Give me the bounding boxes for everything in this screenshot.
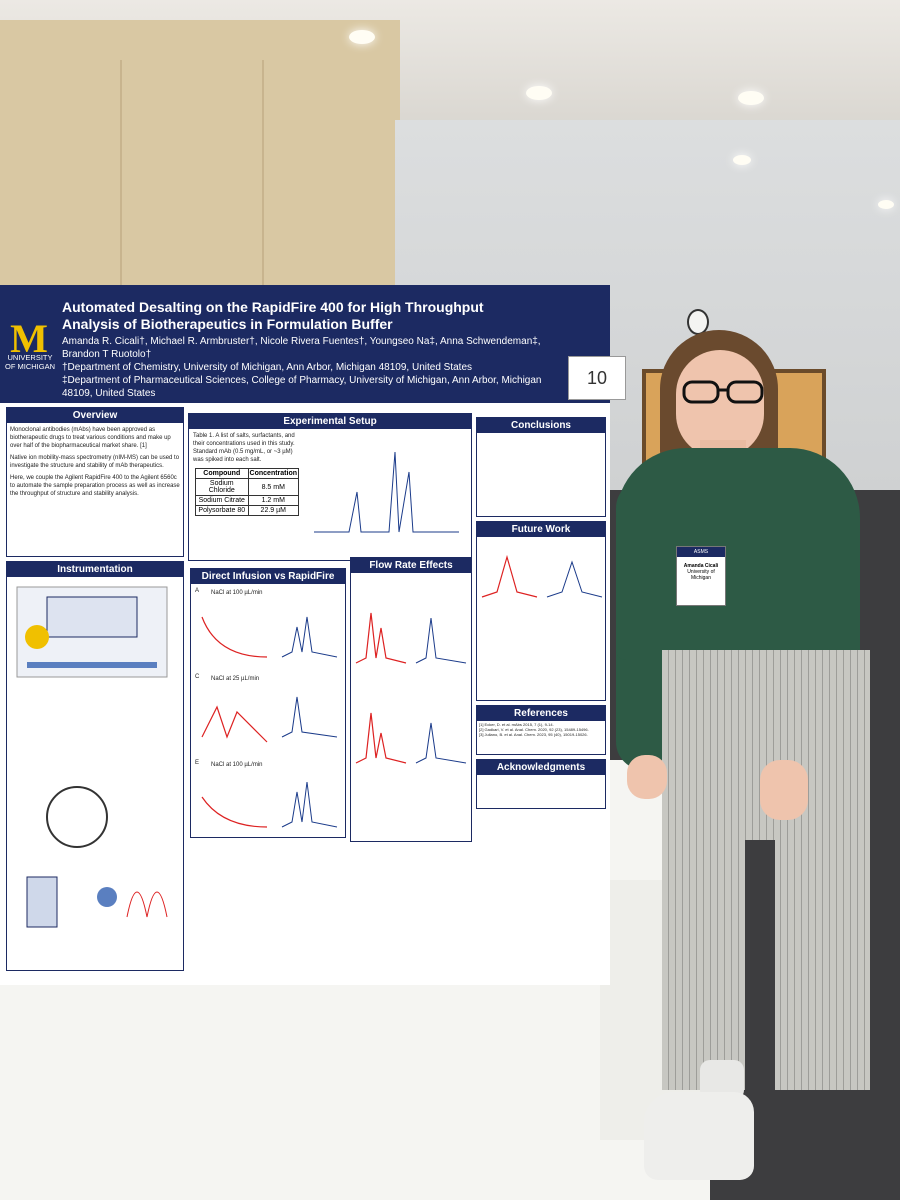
flow-rate-box: Flow Rate Effects (350, 557, 472, 842)
panel-label-a: A (195, 588, 200, 594)
future-work-plot (481, 554, 603, 598)
table-cell: 8.5 mM (247, 478, 300, 496)
poster-header: M UNIVERSITY OF MICHIGAN Automated Desal… (0, 285, 610, 403)
plot-title: NaCl at 100 µL/min (211, 590, 263, 596)
table-cell: 1.2 mM (247, 495, 300, 506)
university-logo: M (10, 316, 48, 361)
poster-title: Automated Desalting on the RapidFire 400… (62, 299, 484, 332)
wall-panel-seam (262, 60, 264, 350)
experimental-setup-box: Experimental Setup Table 1. A list of sa… (188, 413, 472, 561)
name-badge: ASMS Amanda Cicali University of Michiga… (676, 546, 726, 606)
affiliation-pharmacy: ‡Department of Pharmaceutical Sciences, … (62, 375, 542, 399)
overview-text: Monoclonal antibodies (mAbs) have been a… (7, 423, 183, 501)
reference-item: [3] Juliano, B. et al. Anal. Chem. 2023,… (479, 732, 588, 737)
table-row: Compound Concentration (195, 468, 300, 479)
overview-bullet: Monoclonal antibodies (mAbs) have been a… (10, 427, 171, 449)
left-hand (627, 755, 667, 799)
conclusions-heading: Conclusions (477, 418, 605, 433)
leg-gap (745, 840, 775, 1090)
badge-name: Amanda Cicali (683, 563, 719, 569)
references-heading: References (477, 706, 605, 721)
references-box: References [1] Ecker, D. et al. mAbs 201… (476, 705, 606, 755)
table-cell: 22.9 µM (247, 505, 300, 516)
future-work-box: Future Work (476, 521, 606, 701)
experimental-setup-heading: Experimental Setup (189, 414, 471, 429)
ceiling-light (738, 91, 764, 105)
panel-label-c: C (195, 674, 200, 680)
table1-caption: Table 1. A list of salts, surfactants, a… (193, 433, 295, 463)
table-row: Polysorbate 80 22.9 µM (195, 505, 300, 516)
ceiling-light (733, 155, 751, 165)
ceiling-light (878, 200, 894, 209)
overview-heading: Overview (7, 408, 183, 423)
future-work-heading: Future Work (477, 522, 605, 537)
table-row: Sodium Citrate 1.2 mM (195, 495, 300, 506)
poster-authors: Amanda R. Cicali†, Michael R. Armbruster… (62, 335, 562, 400)
overview-box: Overview Monoclonal antibodies (mAbs) ha… (6, 407, 184, 557)
instrumentation-heading: Instrumentation (7, 562, 183, 577)
direct-infusion-heading: Direct Infusion vs RapidFire (191, 569, 345, 584)
flow-rate-heading: Flow Rate Effects (351, 558, 471, 573)
table-header: Concentration (247, 468, 300, 479)
overview-bullet: Native ion mobility-mass spectrometry (n… (10, 455, 180, 469)
conclusions-box: Conclusions (476, 417, 606, 517)
acknowledgments-heading: Acknowledgments (477, 760, 605, 775)
affiliation-chemistry: †Department of Chemistry, University of … (62, 362, 473, 373)
reference-item: [1] Ecker, D. et al. mAbs 2015, 7 (1), 9… (479, 722, 554, 727)
left-sneaker (644, 1092, 754, 1180)
reference-item: [2] Gadkari, V. et al. Anal. Chem. 2020,… (479, 727, 589, 732)
overview-bullet: Here, we couple the Agilent RapidFire 40… (10, 475, 180, 497)
badge-org: University of Michigan (687, 569, 715, 581)
badge-brand: ASMS (677, 547, 725, 557)
infusion-spectra (201, 616, 338, 828)
table-row: Sodium Chloride 8.5 mM (195, 478, 300, 496)
table-cell: Polysorbate 80 (195, 505, 249, 516)
instrumentation-box: Instrumentation (6, 561, 184, 971)
panel-label-e: E (195, 760, 200, 766)
ceiling-light (349, 30, 375, 44)
plot-title: NaCl at 100 µL/min (211, 762, 263, 768)
mass-to-charge-plot (314, 451, 459, 533)
acknowledgments-box: Acknowledgments (476, 759, 606, 809)
wall-panel-seam (120, 60, 122, 350)
plot-title: NaCl at 25 µL/min (211, 676, 260, 682)
table-cell: Sodium Chloride (195, 478, 249, 496)
ceiling-light (526, 86, 552, 100)
glasses-icon (682, 380, 764, 404)
table-header: Compound (195, 468, 249, 479)
table1: Compound Concentration Sodium Chloride 8… (195, 468, 300, 516)
right-hand (760, 760, 808, 820)
instrumentation-diagram (16, 586, 168, 928)
research-poster: M UNIVERSITY OF MICHIGAN Automated Desal… (0, 285, 610, 985)
green-top (616, 448, 860, 660)
author-list: Amanda R. Cicali†, Michael R. Armbruster… (62, 336, 541, 360)
university-name: UNIVERSITY OF MICHIGAN (5, 353, 55, 371)
table-number-card: 10 (568, 356, 626, 400)
direct-infusion-box: Direct Infusion vs RapidFire A C E NaCl … (190, 568, 346, 838)
table-cell: Sodium Citrate (195, 495, 249, 506)
flow-rate-spectra (355, 612, 467, 764)
reference-list: [1] Ecker, D. et al. mAbs 2015, 7 (1), 9… (477, 721, 605, 738)
